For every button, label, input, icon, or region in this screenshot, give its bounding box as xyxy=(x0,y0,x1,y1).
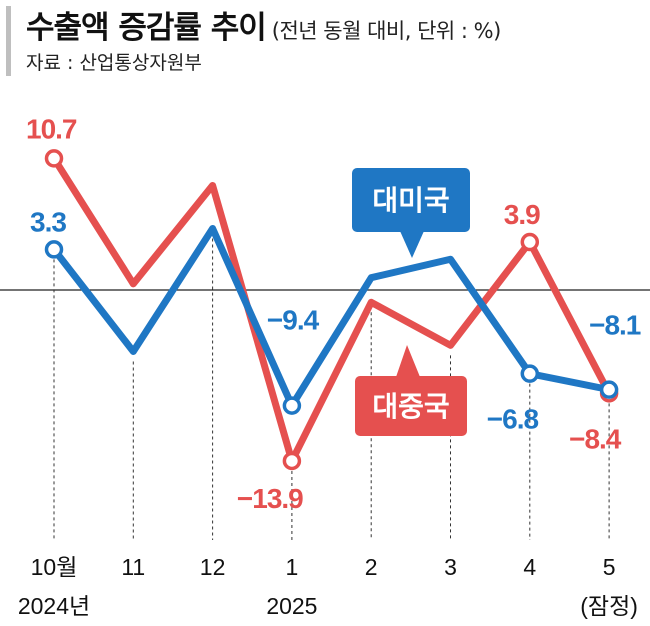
chart-subtitle: (전년 동월 대비, 단위 : %) xyxy=(271,19,502,43)
x-year-label: (잠정) xyxy=(580,593,638,619)
data-label-china: 3.9 xyxy=(504,199,540,230)
data-label-usa: −8.1 xyxy=(589,310,641,341)
data-point-usa xyxy=(599,380,619,399)
source-note: 자료 : 산업통상자원부 xyxy=(26,52,202,74)
x-tick-label: 1 xyxy=(286,554,299,580)
data-label-usa: −6.8 xyxy=(487,404,539,435)
series-line-usa xyxy=(50,225,613,410)
data-label-china: −8.4 xyxy=(569,423,622,454)
x-tick-label: 3 xyxy=(444,554,457,580)
legend-usa-label: 대미국 xyxy=(372,185,449,216)
x-tick-label: 2 xyxy=(365,554,378,580)
data-point-usa xyxy=(282,396,302,415)
legend-china-label: 대중국 xyxy=(372,391,449,422)
legend-usa-box xyxy=(352,168,470,232)
chart-header: 수출액 증감률 추이 (전년 동월 대비, 단위 : %) xyxy=(26,2,501,47)
data-label-china: 10.7 xyxy=(26,113,77,144)
x-year-label: 2025 xyxy=(266,593,317,619)
legend-china-box xyxy=(355,376,467,436)
data-label-china: −13.9 xyxy=(237,483,303,514)
data-point-china xyxy=(520,232,540,252)
x-tick-label: 10월 xyxy=(31,554,78,580)
data-label-usa: 3.3 xyxy=(30,206,66,237)
x-tick-label: 4 xyxy=(523,554,536,580)
legend-china-pointer xyxy=(396,345,420,377)
data-label-usa: −9.4 xyxy=(267,305,320,336)
x-year-label: 2024년 xyxy=(18,593,90,619)
data-point-china xyxy=(44,149,64,168)
x-tick-label: 5 xyxy=(603,554,616,580)
title-accent-bar xyxy=(6,6,11,76)
data-point-usa xyxy=(520,364,540,383)
x-tick-label: 12 xyxy=(200,554,226,580)
legend-usa-pointer xyxy=(400,231,424,258)
data-point-china xyxy=(282,451,302,471)
chart-title: 수출액 증감률 추이 xyxy=(26,10,267,46)
x-tick-label: 11 xyxy=(121,554,145,580)
data-point-usa xyxy=(44,240,64,259)
series-line-china xyxy=(50,154,613,465)
